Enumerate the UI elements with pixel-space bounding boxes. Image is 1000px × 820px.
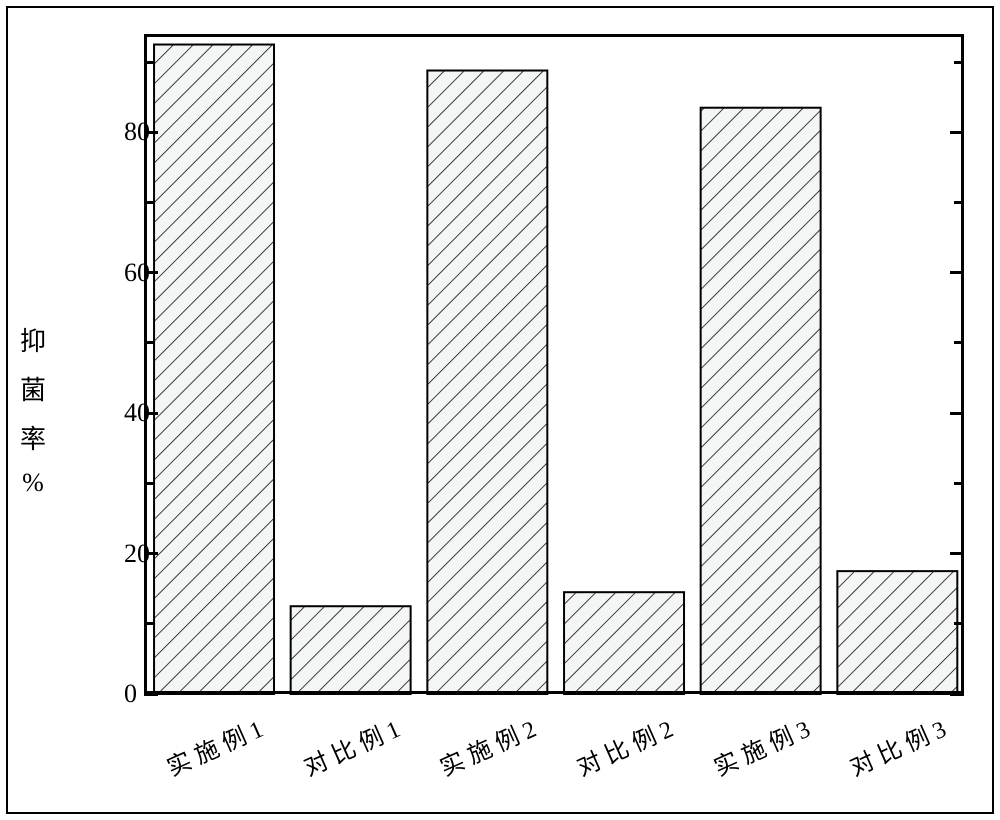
y-axis-label-char: 抑 [20,321,46,358]
axis-tick [144,622,154,625]
y-axis-label-char: % [22,468,44,498]
axis-tick [144,341,154,344]
x-tick-label: 实 施 例 2 [434,709,541,782]
y-axis-label-char: 菌 [20,370,46,407]
y-tick-label: 80 [124,117,134,147]
page-root: 抑菌率% 020406080 实 施 例 1对 比 例 1实 施 例 2对 比 [0,0,1000,820]
axis-tick [144,693,158,696]
axis-tick [954,341,964,344]
x-tick-label: 实 施 例 3 [707,709,814,782]
axis-tick [954,61,964,64]
y-tick-label: 0 [124,679,134,709]
bar [837,571,957,694]
axis-tick [954,482,964,485]
x-tick-label: 对 比 例 3 [844,709,951,782]
bar [564,592,684,694]
bars-group [154,45,957,694]
axis-tick [954,622,964,625]
y-tick-label: 60 [124,258,134,288]
axis-tick [144,201,154,204]
axis-tick [144,482,154,485]
x-tick-label: 对 比 例 1 [297,709,404,782]
y-tick-label: 20 [124,539,134,569]
plot-area: 020406080 实 施 例 1对 比 例 1实 施 例 2对 比 例 2实 … [144,34,964,694]
axis-tick [950,693,964,696]
x-axis-line-top [144,34,964,37]
bar [154,45,274,694]
x-axis-line [144,691,964,694]
axis-tick [144,61,154,64]
bar [427,71,547,694]
inner-area: 抑菌率% 020406080 实 施 例 1对 比 例 1实 施 例 2对 比 [24,24,976,794]
axis-tick [950,552,964,555]
bars-layer [144,34,964,694]
bar [291,606,411,694]
axis-tick [950,131,964,134]
axis-tick [954,201,964,204]
y-axis-label-char: 率 [20,419,46,456]
axis-tick [950,271,964,274]
y-tick-label: 40 [124,398,134,428]
axis-tick [950,412,964,415]
x-tick-label: 对 比 例 2 [570,709,677,782]
x-tick-label: 实 施 例 1 [160,709,267,782]
bar [701,108,821,694]
